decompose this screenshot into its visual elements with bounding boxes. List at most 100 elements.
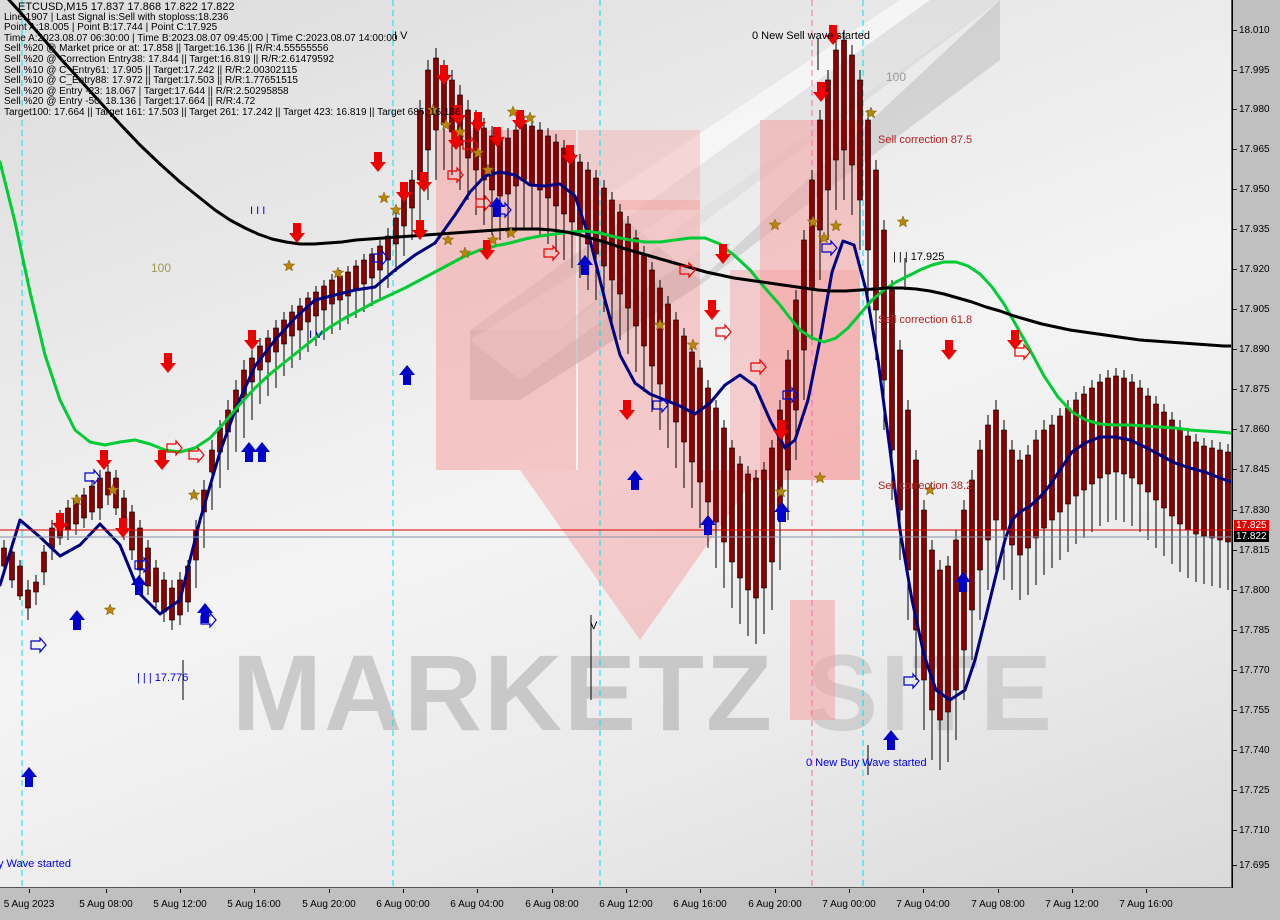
price-tick-label: 17.995 (1239, 65, 1270, 76)
price-tick-label: 17.965 (1239, 144, 1270, 155)
price-tick-6: 17.920 (1233, 264, 1270, 275)
buy-arrow-icon-7 (955, 572, 971, 592)
time-tick-label-10: 6 Aug 20:00 (748, 899, 802, 910)
sell-arrow-icon-26 (704, 300, 720, 320)
sell-arrow-icon-18 (96, 450, 112, 470)
sell-arrow-icon-10 (715, 244, 731, 264)
sell-arrow-icon-20 (52, 513, 68, 533)
pending-arrow-icon-9 (652, 396, 669, 414)
price-tick-label: 17.935 (1239, 224, 1270, 235)
star-marker-icon-29 (103, 603, 117, 616)
price-tick-label: 17.725 (1239, 785, 1270, 796)
time-tick-label-1: 5 Aug 08:00 (79, 899, 133, 910)
time-tick-mark-14 (1072, 889, 1073, 893)
price-tick-21: 17.695 (1233, 860, 1270, 871)
time-tick-mark-2 (180, 889, 181, 893)
price-tick-label: 17.755 (1239, 705, 1270, 716)
price-tick-label: 17.875 (1239, 384, 1270, 395)
star-marker-icon-19 (806, 215, 820, 228)
star-marker-icon-1 (331, 266, 345, 279)
sell-arrow-icon-21 (115, 518, 131, 538)
star-marker-icon-14 (458, 246, 472, 259)
price-tick-17: 17.755 (1233, 705, 1270, 716)
buy-arrow-icon-1 (489, 197, 505, 217)
price-axis[interactable]: 18.010 17.995 17.980 17.965 17.950 17.935 17.9… (1232, 0, 1280, 888)
time-tick-label-3: 5 Aug 16:00 (227, 899, 281, 910)
price-tick-label: 17.785 (1239, 625, 1270, 636)
pending-arrow-icon-6 (715, 323, 732, 341)
star-marker-icon-8 (481, 163, 495, 176)
chart-plot-area[interactable]: MARKETZ SITE (0, 0, 1232, 888)
time-tick-mark-9 (700, 889, 701, 893)
price-tick-0: 18.010 (1233, 25, 1270, 36)
star-marker-icon-25 (813, 471, 827, 484)
price-tick-10: 17.860 (1233, 424, 1270, 435)
pending-arrow-icon-1 (447, 166, 464, 184)
pending-arrow-icon-17 (188, 446, 205, 464)
star-marker-icon-3 (389, 203, 403, 216)
star-marker-icon-2 (377, 191, 391, 204)
star-marker-icon-9 (506, 105, 520, 118)
star-marker-icon-12 (504, 226, 518, 239)
star-marker-icon-28 (187, 488, 201, 501)
price-tick-label: 17.845 (1239, 464, 1270, 475)
star-marker-icon-0 (282, 259, 296, 272)
sell-arrow-icon-22 (479, 240, 495, 260)
star-marker-icon-13 (441, 233, 455, 246)
pending-arrow-icon-10 (782, 386, 799, 404)
pending-arrow-icon-15 (84, 468, 101, 486)
sell-arrow-icon-6 (470, 112, 486, 132)
time-tick-mark-15 (1146, 889, 1147, 893)
price-tick-7: 17.905 (1233, 304, 1270, 315)
star-marker-icon-6 (453, 125, 467, 138)
star-marker-icon-26 (70, 493, 84, 506)
star-marker-icon-16 (686, 338, 700, 351)
buy-arrow-icon-0 (399, 365, 415, 385)
time-tick-label-6: 6 Aug 04:00 (450, 899, 504, 910)
buy-arrow-icon-2 (577, 255, 593, 275)
price-tick-label: 17.710 (1239, 825, 1270, 836)
star-marker-icon-20 (817, 231, 831, 244)
time-tick-mark-4 (329, 889, 330, 893)
price-tick-label: 17.770 (1239, 665, 1270, 676)
pending-signal-arrows (30, 136, 1031, 690)
star-marker-icon-11 (486, 233, 500, 246)
buy-arrow-icon-4 (700, 515, 716, 535)
time-tick-mark-12 (923, 889, 924, 893)
price-tick-9: 17.875 (1233, 384, 1270, 395)
sell-arrow-icon-11 (813, 82, 829, 102)
star-marker-icon-10 (523, 111, 537, 124)
sell-signal-arrows (52, 25, 1023, 538)
price-tick-label: 17.830 (1239, 505, 1270, 516)
star-marker-icon-27 (106, 483, 120, 496)
buy-arrow-icon-5 (774, 502, 790, 522)
buy-signal-arrows (21, 197, 971, 787)
price-tick-13: 17.815 (1233, 545, 1270, 556)
sell-arrow-icon-15 (289, 223, 305, 243)
price-tick-2: 17.980 (1233, 104, 1270, 115)
time-tick-mark-8 (626, 889, 627, 893)
pending-arrow-icon-18 (903, 672, 920, 690)
sell-arrow-icon-16 (244, 330, 260, 350)
time-tick-mark-3 (254, 889, 255, 893)
chart-canvas (0, 0, 1231, 887)
session-vertical-lines (21, 0, 864, 887)
time-tick-mark-6 (477, 889, 478, 893)
buy-arrow-icon-11 (69, 610, 85, 630)
time-tick-label-14: 7 Aug 12:00 (1045, 899, 1099, 910)
sell-arrow-icon-17 (160, 353, 176, 373)
time-tick-label-12: 7 Aug 04:00 (896, 899, 950, 910)
pending-arrow-icon-3 (543, 244, 560, 262)
star-marker-icon-24 (923, 483, 937, 496)
time-axis[interactable]: 5 Aug 2023 5 Aug 08:00 5 Aug 12:00 5 Aug 16… (0, 889, 1280, 920)
price-tick-label: 17.695 (1239, 860, 1270, 871)
wave-vertical-markers (182, 38, 906, 775)
sell-arrow-icon-4 (416, 172, 432, 192)
sell-arrow-icon-25 (773, 420, 789, 440)
price-tick-label: 17.950 (1239, 184, 1270, 195)
price-tick-19: 17.725 (1233, 785, 1270, 796)
pending-arrow-icon-2 (475, 194, 492, 212)
pending-arrow-icon-14 (30, 636, 47, 654)
time-tick-label-8: 6 Aug 12:00 (599, 899, 653, 910)
